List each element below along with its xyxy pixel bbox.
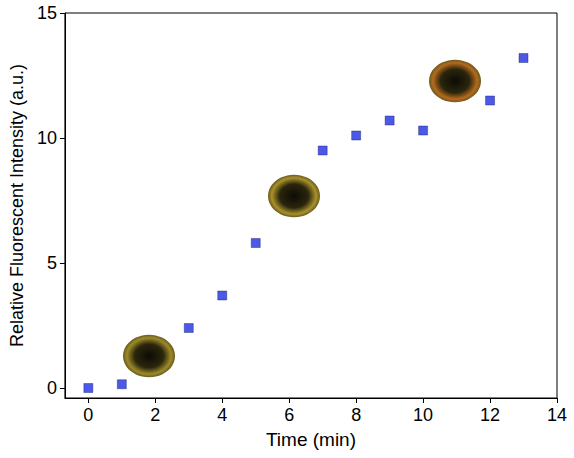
- svg-text:5: 5: [47, 253, 57, 273]
- svg-text:Time (min): Time (min): [266, 429, 356, 450]
- svg-text:8: 8: [351, 405, 361, 425]
- svg-text:10: 10: [413, 405, 433, 425]
- svg-text:0: 0: [83, 405, 93, 425]
- svg-text:0: 0: [47, 378, 57, 398]
- svg-text:4: 4: [217, 405, 227, 425]
- svg-text:12: 12: [480, 405, 500, 425]
- svg-text:15: 15: [37, 3, 57, 23]
- svg-text:6: 6: [284, 405, 294, 425]
- svg-text:10: 10: [37, 128, 57, 148]
- svg-text:2: 2: [150, 405, 160, 425]
- svg-text:14: 14: [547, 405, 567, 425]
- svg-text:Relative Fluorescent Intensity: Relative Fluorescent Intensity (a.u.): [7, 64, 27, 347]
